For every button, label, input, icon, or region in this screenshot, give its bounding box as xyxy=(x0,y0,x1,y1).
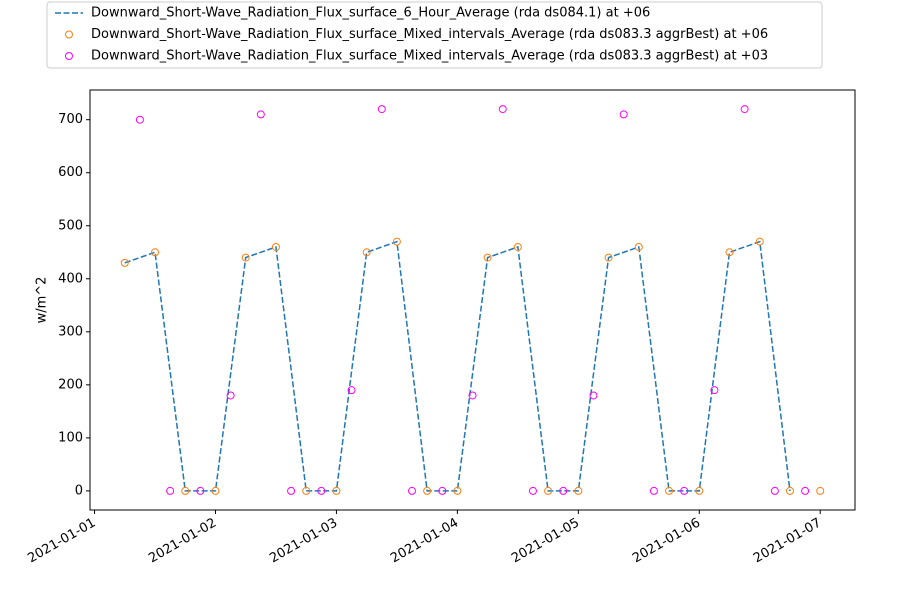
point xyxy=(498,105,507,114)
point xyxy=(408,486,417,495)
y-tick-label: 100 xyxy=(58,430,83,445)
point xyxy=(271,242,280,251)
legend-label: Downward_Short-Wave_Radiation_Flux_surfa… xyxy=(91,49,768,64)
point xyxy=(483,253,492,262)
x-tick-label: 2021-01-01 xyxy=(25,516,98,567)
point xyxy=(695,486,704,495)
point xyxy=(135,115,144,124)
point xyxy=(513,242,522,251)
x-tick-label: 2021-01-03 xyxy=(267,516,340,567)
y-tick-label: 500 xyxy=(58,218,83,233)
point xyxy=(181,486,190,495)
point xyxy=(634,242,643,251)
point xyxy=(589,391,598,400)
y-tick-label: 0 xyxy=(75,483,83,498)
y-tick-label: 400 xyxy=(58,271,83,286)
legend-label: Downward_Short-Wave_Radiation_Flux_surfa… xyxy=(91,6,650,21)
x-tick-label: 2021-01-06 xyxy=(630,516,703,567)
point xyxy=(574,486,583,495)
point xyxy=(604,253,613,262)
point xyxy=(120,258,129,267)
x-tick-label: 2021-01-04 xyxy=(388,516,461,567)
x-tick-label: 2021-01-02 xyxy=(146,516,219,567)
point xyxy=(619,110,628,119)
point xyxy=(725,248,734,257)
point xyxy=(166,486,175,495)
x-tick-label: 2021-01-07 xyxy=(751,516,824,567)
point xyxy=(559,486,568,495)
point xyxy=(453,486,462,495)
series-line xyxy=(124,240,791,492)
plot-frame xyxy=(89,89,856,511)
point xyxy=(226,391,235,400)
point xyxy=(649,486,658,495)
point xyxy=(377,105,386,114)
point xyxy=(332,486,341,495)
point xyxy=(317,486,326,495)
point xyxy=(680,486,689,495)
point xyxy=(528,486,537,495)
x-tick-label: 2021-01-05 xyxy=(509,516,582,567)
point xyxy=(740,105,749,114)
point xyxy=(347,386,356,395)
point xyxy=(302,486,311,495)
y-tick-label: 600 xyxy=(58,165,83,180)
point xyxy=(770,486,779,495)
legend-label: Downward_Short-Wave_Radiation_Flux_surfa… xyxy=(91,27,768,42)
point xyxy=(256,110,265,119)
point xyxy=(287,486,296,495)
point xyxy=(710,386,719,395)
point xyxy=(211,486,220,495)
point xyxy=(362,248,371,257)
point xyxy=(151,248,160,257)
legend-swatch xyxy=(65,52,73,60)
y-axis-label: w/m^2 xyxy=(35,277,50,324)
point xyxy=(241,253,250,262)
legend-box xyxy=(46,1,823,69)
y-tick-label: 200 xyxy=(58,377,83,392)
point xyxy=(785,486,794,495)
point xyxy=(544,486,553,495)
point xyxy=(392,237,401,246)
point xyxy=(755,237,764,246)
y-tick-label: 300 xyxy=(58,324,83,339)
point xyxy=(196,486,205,495)
point xyxy=(801,486,810,495)
y-tick-label: 700 xyxy=(58,112,83,127)
point xyxy=(468,391,477,400)
legend-swatch xyxy=(65,30,73,39)
point xyxy=(816,486,825,495)
point xyxy=(438,486,447,495)
point xyxy=(423,486,432,495)
point xyxy=(665,486,674,495)
